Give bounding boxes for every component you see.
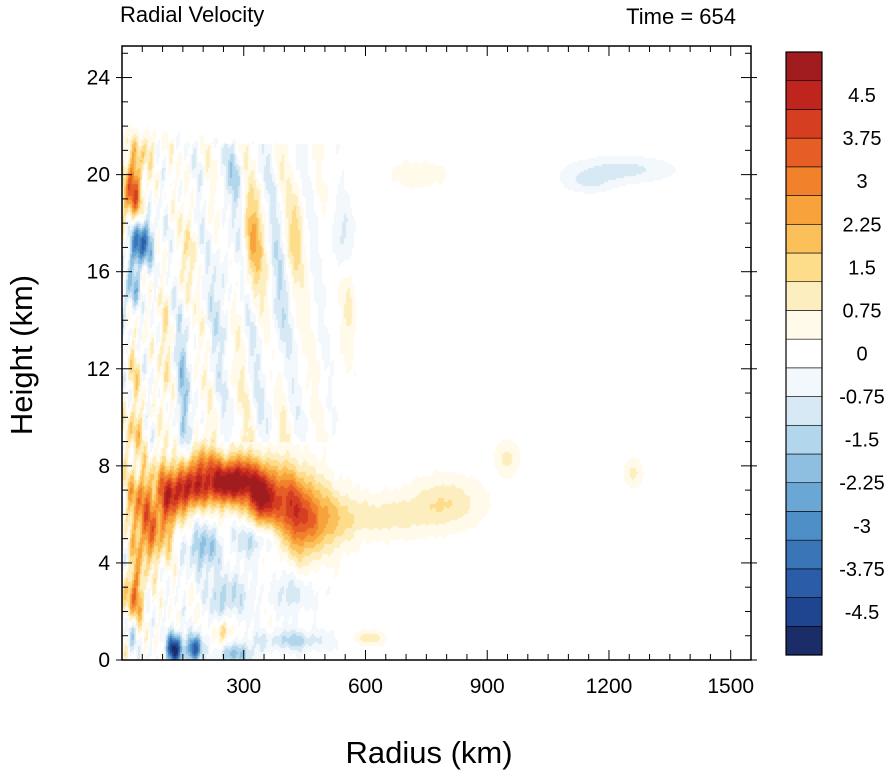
plot-frame	[121, 45, 752, 661]
x-tick-label: 600	[348, 675, 383, 698]
colorbar-swatch	[785, 252, 823, 283]
colorbar: 4.5 3.75 3 2.25 1.5 0.75 0 -0.75 -1.5 -2.25 -3 -3.7…	[785, 51, 885, 656]
colorbar-swatch	[785, 424, 823, 455]
colorbar-label: 2.25	[843, 214, 882, 236]
plot-area	[122, 46, 751, 660]
chart-title: Radial Velocity	[120, 2, 264, 27]
colorbar-swatch	[785, 539, 823, 570]
colorbar-swatch	[785, 338, 823, 369]
colorbar-label: 3.75	[843, 128, 882, 150]
x-axis-label: Radius (km)	[345, 735, 512, 770]
colorbar-swatch	[785, 597, 823, 627]
y-tick-label: 24	[87, 67, 111, 90]
colorbar-swatch	[785, 80, 823, 110]
colorbar-swatch	[785, 511, 823, 541]
colorbar-swatch	[785, 137, 823, 168]
y-tick-label: 8	[98, 455, 110, 478]
heatmap-field	[122, 46, 751, 660]
y-tick-label: 4	[98, 552, 110, 575]
colorbar-label: 0.75	[843, 300, 882, 322]
colorbar-label: 4.5	[848, 85, 876, 107]
x-tick-label: 300	[226, 675, 261, 698]
colorbar-label: -1.5	[845, 430, 879, 452]
colorbar-swatch	[785, 482, 823, 512]
colorbar-swatch	[785, 568, 823, 598]
colorbar-swatch	[785, 367, 823, 397]
y-tick-label: 12	[87, 358, 110, 381]
chart-subtitle: Time = 654	[626, 4, 736, 29]
colorbar-label: -2.25	[839, 473, 885, 495]
colorbar-swatch	[785, 396, 823, 426]
y-tick-label: 20	[87, 164, 110, 187]
colorbar-label: -4.5	[845, 602, 879, 624]
colorbar-swatch	[785, 453, 823, 484]
colorbar-swatch	[785, 625, 823, 656]
y-tick-label: 0	[98, 649, 110, 672]
colorbar-swatch	[785, 51, 823, 82]
x-tick-label: 900	[470, 675, 505, 698]
colorbar-swatch	[785, 195, 823, 225]
colorbar-label: 3	[856, 171, 867, 193]
colorbar-swatch	[785, 109, 823, 139]
colorbar-frame	[785, 51, 823, 656]
colorbar-label: -3	[853, 516, 871, 538]
colorbar-label: -3.75	[839, 559, 885, 581]
colorbar-label: 0	[856, 344, 867, 366]
axis-ticks: 300 600 900 1200 1500 0 4 8 12 16 20 24	[87, 46, 757, 698]
colorbar-swatch	[785, 223, 823, 254]
colorbar-swatch	[785, 281, 823, 311]
y-tick-label: 16	[87, 261, 110, 284]
x-tick-label: 1200	[586, 675, 633, 698]
colorbar-label: -0.75	[839, 387, 885, 409]
colorbar-swatch	[785, 310, 823, 340]
x-tick-label: 1500	[707, 675, 754, 698]
colorbar-label: 1.5	[848, 257, 876, 279]
y-axis-label: Height (km)	[4, 275, 39, 435]
colorbar-swatch	[785, 166, 823, 196]
